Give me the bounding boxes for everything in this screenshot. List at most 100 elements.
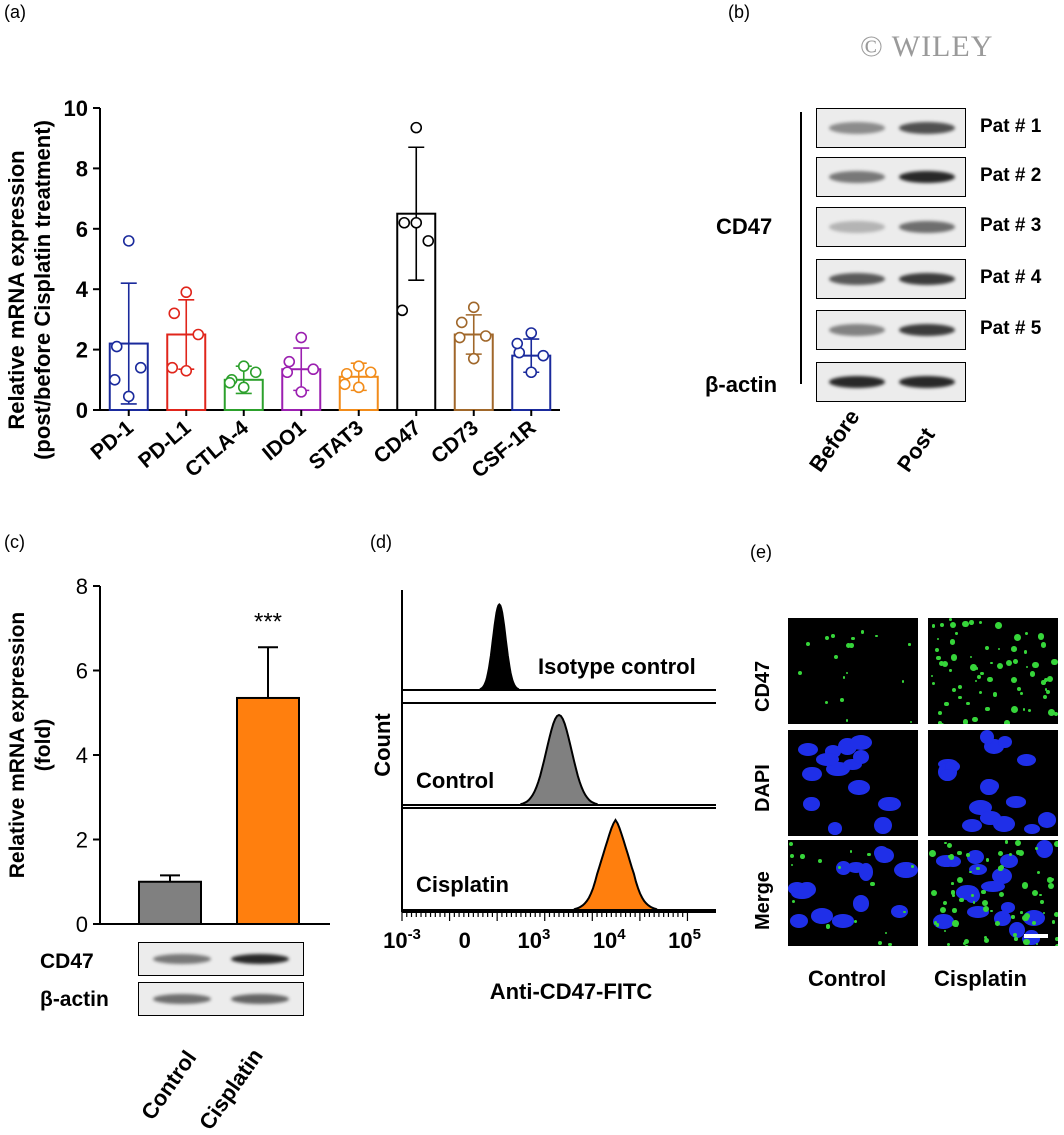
blot-b-band (829, 376, 885, 388)
cd47-signal (936, 656, 940, 660)
cd47-signal (944, 702, 948, 706)
cd47-signal (987, 677, 993, 683)
cd47-signal (1052, 920, 1055, 923)
nucleus (816, 753, 839, 766)
cd47-signal (1006, 660, 1013, 667)
micrograph-merge-cisplatin (928, 840, 1058, 946)
nucleus (1017, 754, 1036, 766)
chart-a-point (457, 317, 467, 327)
chart-c-significance: *** (254, 608, 282, 635)
chart-c-ytick-label: 2 (76, 828, 88, 853)
chart-d-series-label: Control (416, 768, 494, 793)
blot-c-row-actin (138, 982, 304, 1016)
micrograph-cd47-cisplatin (928, 618, 1058, 724)
cd47-signal (958, 696, 962, 700)
blot-b-patient-label: Pat # 2 (980, 165, 1041, 187)
cd47-signal (840, 698, 844, 702)
nucleus (798, 743, 818, 756)
blot-b-patient-label: Pat # 5 (980, 318, 1041, 340)
micro-row-label-merge: Merge (752, 871, 775, 930)
cd47-signal (825, 701, 828, 704)
chart-a-point (411, 218, 421, 228)
chart-d-xtick-label: 10-3 (383, 926, 421, 953)
cd47-signal (1047, 877, 1053, 883)
chart-d-series-label: Isotype control (538, 654, 696, 679)
chart-a-point (481, 331, 491, 341)
chart-a-point (526, 367, 536, 377)
chart-a-xtick-label: PD-1 (87, 416, 139, 465)
chart-a-ytick-label: 10 (64, 96, 88, 121)
wiley-watermark: © WILEY (860, 30, 993, 64)
cd47-signal (825, 636, 829, 640)
chart-c-ytick-label: 6 (76, 659, 88, 684)
cd47-signal (993, 692, 997, 696)
cd47-signal (846, 672, 849, 675)
cd47-signal (1032, 662, 1039, 669)
cd47-signal (937, 638, 939, 640)
nucleus (874, 817, 892, 834)
cd47-signal (932, 682, 936, 686)
panel-label-e: (e) (750, 542, 772, 563)
nucleus (998, 736, 1012, 748)
nucleus (811, 908, 833, 924)
cd47-signal (931, 675, 933, 677)
cd47-signal (854, 920, 857, 923)
cd47-signal (849, 643, 854, 648)
cd47-signal (1005, 840, 1008, 843)
cd47-signal (1055, 944, 1058, 946)
blot-b-bracket (800, 112, 802, 384)
cd47-signal (867, 853, 871, 857)
cd47-signal (1041, 642, 1046, 647)
cd47-signal (979, 691, 982, 694)
cd47-signal (831, 634, 835, 638)
blot-c-cd47-label: CD47 (40, 950, 94, 974)
panel-label-a: (a) (4, 2, 26, 23)
nucleus (980, 811, 1000, 824)
cd47-signal (1028, 709, 1031, 712)
cd47-signal (985, 707, 989, 711)
blot-c-band (153, 994, 211, 1004)
cd47-signal (1011, 915, 1014, 918)
cd47-signal (952, 920, 959, 927)
cd47-signal (1054, 912, 1058, 917)
cd47-signal (940, 623, 944, 627)
cd47-signal (818, 859, 823, 864)
cd47-signal (986, 858, 989, 861)
cd47-signal (1025, 632, 1028, 635)
chart-a: Relative mRNA expression (post/before Ci… (0, 40, 580, 550)
cd47-signal (931, 890, 937, 896)
cd47-signal (1043, 695, 1047, 699)
nucleus (891, 905, 908, 918)
nucleus (1006, 796, 1026, 807)
cd47-signal (976, 667, 978, 669)
cd47-signal (826, 924, 830, 928)
cd47-signal (964, 945, 970, 946)
blot-b-band (899, 324, 955, 336)
nucleus (859, 863, 873, 881)
micrograph-dapi-cisplatin (928, 730, 1058, 836)
micro-col-label-cisplatin: Cisplatin (934, 966, 1027, 992)
cd47-signal (1020, 911, 1023, 914)
blot-b-lane-post: Post (892, 423, 941, 477)
nucleus (802, 767, 822, 782)
cd47-signal (963, 719, 969, 724)
chart-a-point (308, 364, 318, 374)
chart-a-point (296, 387, 306, 397)
cd47-signal (940, 907, 947, 914)
chart-a-ylabel-line2: (post/before Cisplatin treatment) (30, 120, 55, 460)
blot-b-row-cd47 (816, 157, 966, 197)
nucleus (962, 819, 982, 832)
cd47-signal (875, 635, 878, 638)
blot-b-band (829, 171, 885, 183)
cd47-signal (949, 618, 952, 621)
chart-a-ytick-label: 0 (76, 398, 88, 423)
chart-d-xtick-label: 104 (593, 926, 626, 953)
blot-c-actin-label: β-actin (40, 988, 109, 1012)
cd47-signal (950, 639, 955, 644)
nucleus (853, 750, 869, 764)
chart-d-histogram-isotype-control (481, 605, 519, 691)
cd47-signal (1043, 912, 1045, 914)
micrograph-cd47-control (788, 618, 918, 724)
cd47-signal (929, 850, 936, 857)
